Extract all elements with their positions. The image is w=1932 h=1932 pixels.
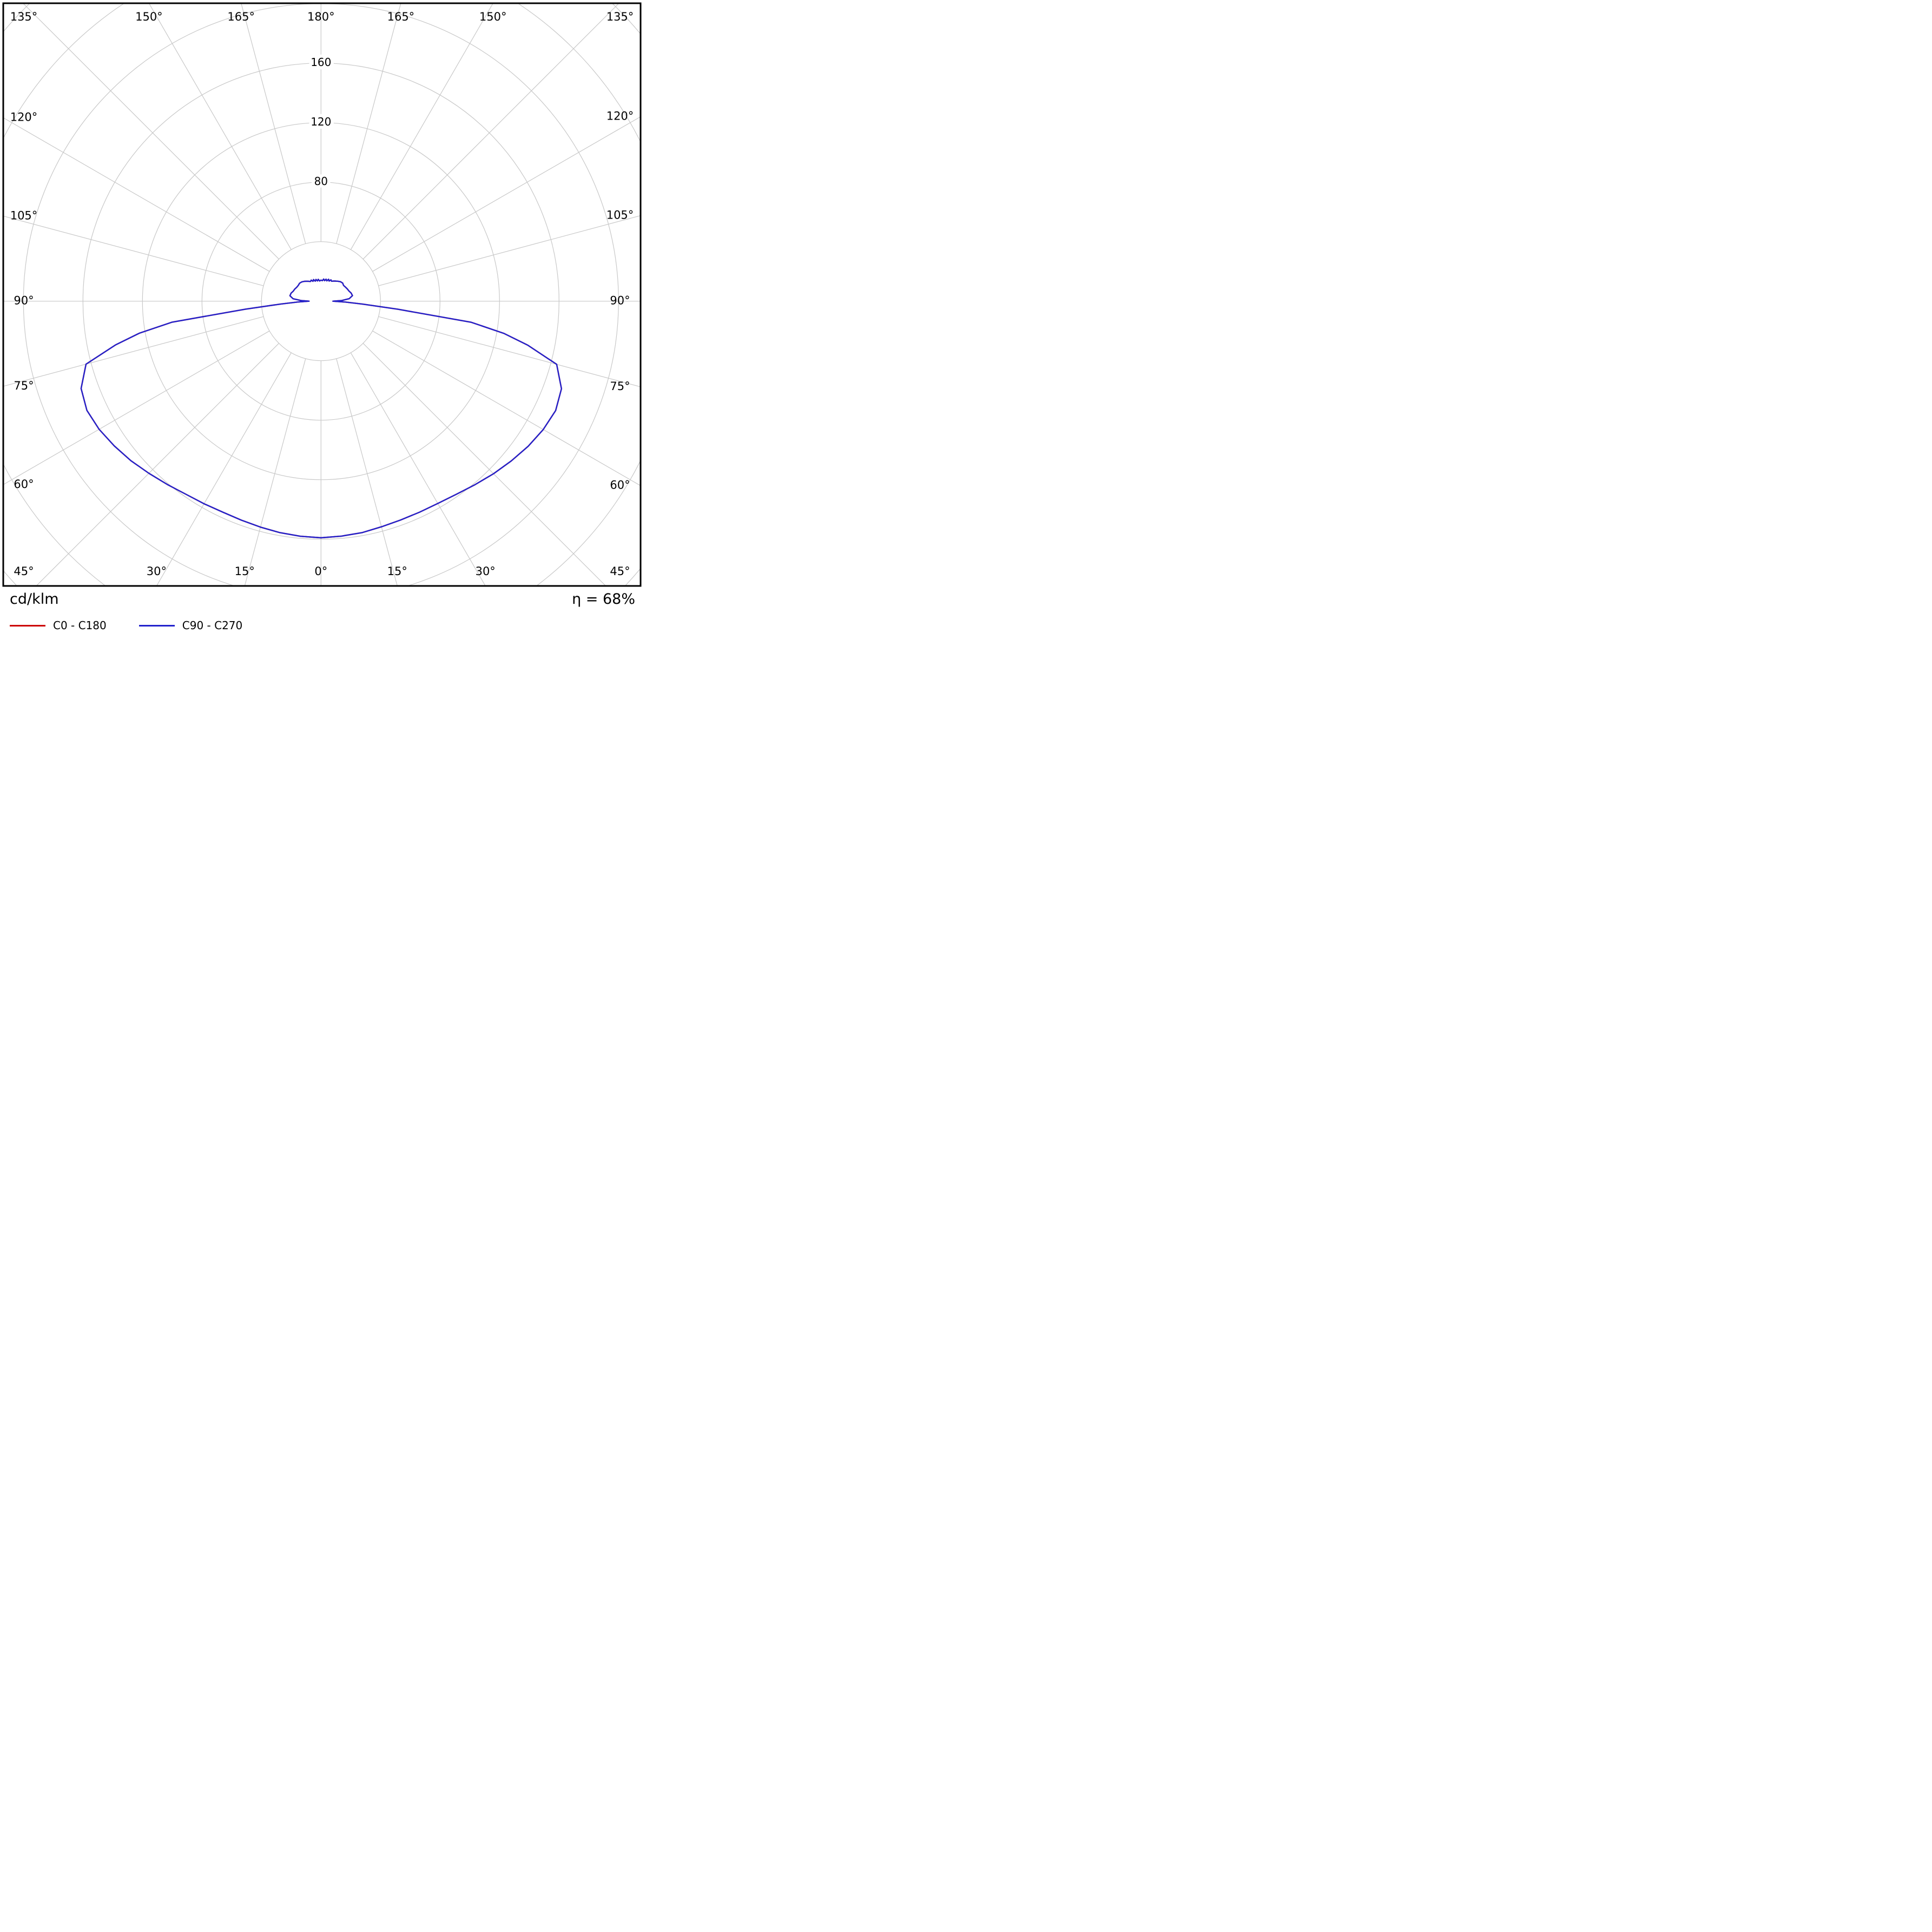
grid-spoke: [362, 343, 605, 585]
angle-label: 30°: [476, 565, 496, 578]
grid-spoke: [350, 4, 493, 250]
grid-spoke: [336, 358, 398, 585]
angle-label: 105°: [10, 209, 38, 222]
angle-label: 120°: [606, 110, 634, 123]
grid-spoke: [156, 352, 292, 585]
angle-label: 15°: [235, 565, 255, 578]
grid-ring: [4, 4, 640, 585]
grid-spoke: [4, 216, 264, 286]
radial-labels: 80 120 160: [307, 52, 334, 191]
chart-footer: cd/klm η = 68% C0 - C180 C90 - C270: [0, 591, 644, 644]
grid-spoke: [4, 316, 264, 387]
angle-label: 45°: [610, 565, 630, 578]
grid-spoke: [372, 331, 640, 486]
angle-label: 150°: [135, 10, 163, 23]
efficiency-label: η = 68%: [572, 591, 635, 608]
angle-label: 105°: [606, 208, 634, 221]
polar-chart: 0° 15° 15° 30° 30° 45° 45° 60° 60° 75° 75° 90° 90° 10…: [2, 2, 642, 587]
plot-frame: [2, 2, 642, 587]
radial-label: 160: [311, 56, 331, 69]
angle-label: 75°: [610, 380, 630, 393]
unit-label: cd/klm: [10, 591, 59, 608]
grid-spoke: [378, 316, 640, 387]
angle-label: 165°: [227, 10, 255, 23]
angle-label: 45°: [14, 565, 34, 578]
legend-line-c0-c180: [10, 624, 45, 627]
intensity-curves: [80, 278, 562, 539]
radial-label: 120: [311, 115, 331, 128]
grid-spoke: [362, 4, 619, 260]
radial-label: 80: [314, 175, 328, 188]
legend: C0 - C180 C90 - C270: [10, 619, 242, 632]
angle-label: 15°: [387, 565, 407, 578]
polar-grid: [4, 4, 640, 585]
grid-spoke: [350, 352, 485, 585]
angle-label: 135°: [10, 10, 38, 23]
grid-spoke: [378, 215, 640, 286]
grid-spoke: [23, 4, 279, 260]
angle-label: 0°: [314, 565, 327, 578]
grid-spoke: [149, 4, 292, 250]
grid-spoke: [36, 343, 279, 585]
grid-ring: [261, 241, 381, 361]
angle-labels: 0° 15° 15° 30° 30° 45° 45° 60° 60° 75° 75° 90° 90° 10…: [10, 10, 634, 578]
grid-spoke: [372, 116, 640, 272]
angle-label: 30°: [147, 565, 167, 578]
legend-label-c90-c270: C90 - C270: [182, 619, 243, 632]
grid-spoke: [245, 358, 306, 585]
angle-label: 180°: [307, 10, 335, 23]
angle-label: 120°: [10, 111, 38, 124]
angle-label: 135°: [606, 10, 634, 23]
angle-label: 75°: [14, 379, 34, 392]
photometric-diagram-page: 0° 15° 15° 30° 30° 45° 45° 60° 60° 75° 75° 90° 90° 10…: [0, 0, 644, 644]
curve-C90-C270: [80, 278, 562, 539]
angle-label: 150°: [479, 10, 507, 23]
angle-label: 60°: [610, 479, 630, 492]
legend-line-c90-c270: [139, 624, 175, 627]
angle-label: 90°: [14, 294, 34, 307]
grid-spoke: [241, 4, 306, 244]
grid-ring: [4, 4, 640, 585]
grid-spoke: [4, 331, 270, 485]
angle-label: 165°: [387, 10, 415, 23]
grid-spoke: [336, 4, 401, 244]
legend-label-c0-c180: C0 - C180: [53, 619, 107, 632]
grid-spoke: [4, 117, 270, 272]
angle-label: 90°: [610, 294, 630, 307]
angle-label: 60°: [14, 478, 34, 491]
